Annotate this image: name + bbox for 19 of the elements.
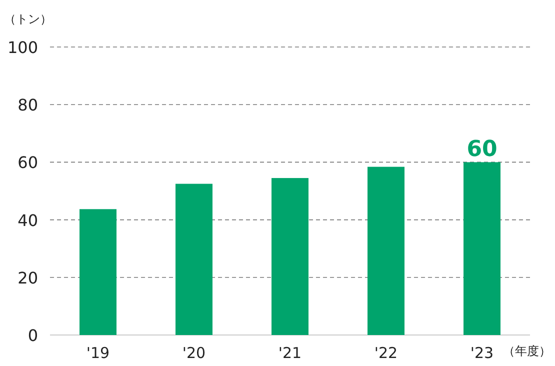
x-tick-label: '20 <box>182 344 206 362</box>
bar <box>368 166 404 335</box>
data-label: 60 <box>466 137 498 162</box>
y-tick-label: 80 <box>18 96 38 115</box>
bar <box>464 162 500 335</box>
y-tick-label: 0 <box>28 326 38 345</box>
bar <box>80 209 116 335</box>
x-tick-label: '19 <box>86 344 110 362</box>
y-tick-label: 100 <box>7 38 38 57</box>
y-tick-label: 60 <box>18 153 38 172</box>
bar <box>272 178 308 335</box>
x-axis-title: （年度） <box>503 344 551 358</box>
y-axis-title: （トン） <box>4 12 52 26</box>
y-tick-label: 40 <box>18 210 38 230</box>
bar <box>176 184 212 335</box>
x-tick-label: '23 <box>470 344 494 362</box>
x-tick-label: '22 <box>374 344 398 362</box>
y-tick-label: 20 <box>18 268 38 288</box>
x-tick-label: '21 <box>278 344 302 362</box>
